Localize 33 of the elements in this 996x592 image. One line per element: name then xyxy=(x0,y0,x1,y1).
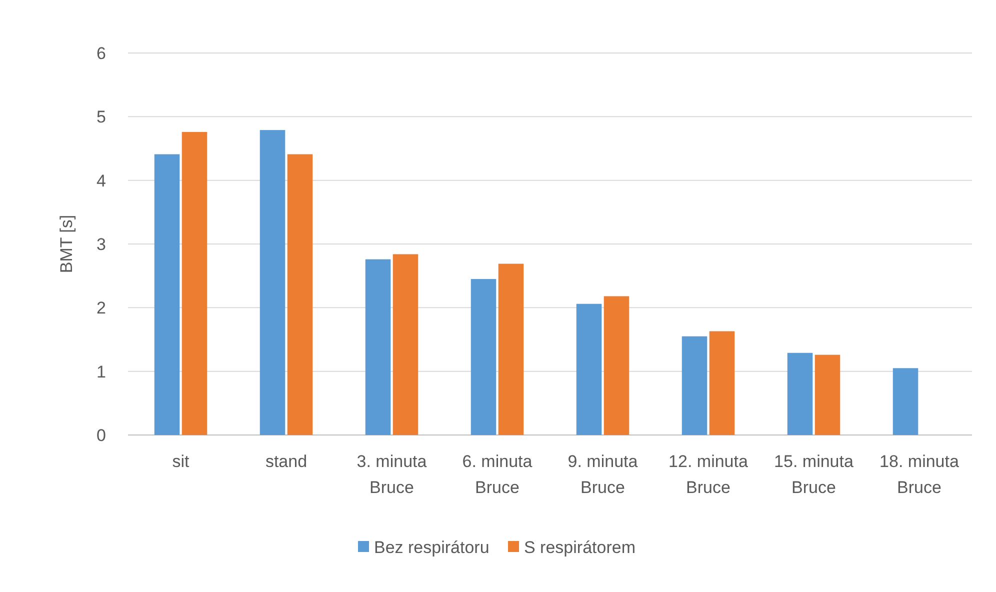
y-tick-label: 4 xyxy=(96,171,106,190)
bar xyxy=(470,279,496,435)
x-tick-label: 9. minuta Bruce xyxy=(568,452,638,497)
bar xyxy=(892,368,918,435)
bar xyxy=(365,259,391,435)
bar xyxy=(182,132,208,435)
bar xyxy=(576,304,602,435)
y-tick-label: 0 xyxy=(96,426,106,445)
bar xyxy=(392,254,418,435)
bar xyxy=(260,130,286,435)
x-tick-label: 3. minuta Bruce xyxy=(356,452,428,497)
x-tick-label: 12. minuta Bruce xyxy=(668,452,748,497)
x-tick-label: 18. minuta Bruce xyxy=(880,452,960,497)
x-tick-label: 15. minuta Bruce xyxy=(774,452,854,497)
y-axis-title: BMT [s] xyxy=(57,214,76,274)
bar xyxy=(814,354,840,435)
legend-label: S respirátorem xyxy=(524,538,636,557)
x-tick-label: 6. minuta Bruce xyxy=(462,452,533,497)
y-tick-label: 5 xyxy=(96,108,106,127)
y-tick-label: 6 xyxy=(96,44,106,63)
bar xyxy=(682,336,708,435)
bar xyxy=(287,154,313,435)
bar xyxy=(154,154,180,435)
bar xyxy=(709,331,735,435)
legend-label: Bez respirátoru xyxy=(374,538,490,557)
bar xyxy=(498,264,524,435)
y-tick-label: 3 xyxy=(96,234,106,254)
bar xyxy=(604,296,630,435)
bar xyxy=(787,352,813,435)
x-tick-label: stand xyxy=(265,452,308,471)
y-tick-label: 2 xyxy=(96,298,106,318)
y-tick-label: 1 xyxy=(96,362,106,382)
x-tick-label: sit xyxy=(172,452,190,471)
